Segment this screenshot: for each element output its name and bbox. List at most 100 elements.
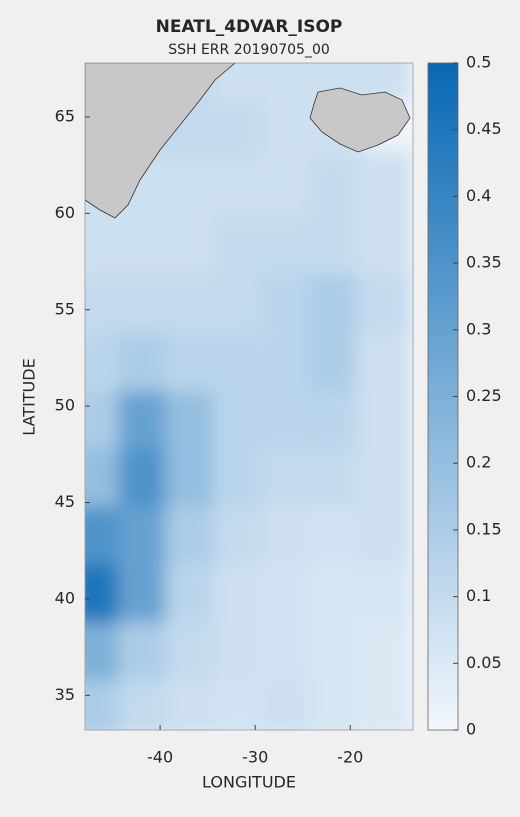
- y-tick-label: 40: [55, 588, 75, 607]
- colorbar-tick-label: 0.4: [466, 186, 491, 205]
- plot-frame: [84, 62, 414, 731]
- y-tick-label: 50: [55, 396, 75, 415]
- field-cell: [118, 267, 174, 334]
- land: [85, 63, 411, 219]
- iceland: [309, 87, 411, 153]
- colorbar-tick-label: 0.45: [466, 119, 502, 138]
- field-cell: [85, 614, 127, 681]
- field-cell: [308, 440, 364, 507]
- field-cell: [165, 614, 222, 681]
- field-cell: [260, 63, 317, 102]
- field-cell: [260, 440, 317, 507]
- chart-title: NEATL_4DVAR_ISOP: [156, 17, 343, 37]
- field-cell: [355, 614, 412, 681]
- field-cell: [308, 267, 364, 334]
- chart-subtitle: SSH ERR 20190705_00: [168, 42, 330, 58]
- field-cell: [118, 672, 174, 730]
- field-cell: [260, 93, 317, 160]
- field-cell: [308, 382, 364, 449]
- colorbar-tick-label: 0: [466, 720, 476, 739]
- x-tick-label: -40: [147, 748, 173, 767]
- field-cell: [165, 267, 222, 334]
- field-cell: [260, 614, 317, 681]
- field-cell: [85, 672, 127, 730]
- field-cell: [213, 498, 269, 565]
- field-cell: [118, 209, 174, 276]
- field-cell: [260, 556, 317, 623]
- field-cell: [355, 556, 412, 623]
- field-cell: [85, 209, 127, 276]
- field-cell: [85, 325, 127, 391]
- field-cell: [213, 672, 269, 730]
- field-cell: [260, 672, 317, 730]
- field-cell: [118, 614, 174, 681]
- field-cell: [308, 556, 364, 623]
- field-cell: [260, 325, 317, 391]
- field-cell: [355, 382, 412, 449]
- field-cell: [355, 267, 412, 334]
- field-cell: [355, 498, 412, 565]
- colorbar-tick-label: 0.1: [466, 586, 491, 605]
- y-tick-label: 35: [55, 685, 75, 704]
- field-cells: [85, 63, 412, 730]
- field-cell: [85, 440, 127, 507]
- field-cell: [355, 672, 412, 730]
- field-cell: [308, 151, 364, 218]
- y-tick-label: 55: [55, 299, 75, 318]
- field-cell: [260, 382, 317, 449]
- field-cell: [85, 382, 127, 449]
- field-cell: [165, 325, 222, 391]
- field-cell: [85, 498, 127, 565]
- field-cell: [308, 498, 364, 565]
- field-cell: [260, 267, 317, 334]
- field-cell: [118, 498, 174, 565]
- field-cell: [118, 325, 174, 391]
- field-cell: [308, 325, 364, 391]
- x-tick-label: -30: [242, 748, 268, 767]
- greenland: [85, 63, 236, 219]
- y-tick-label: 65: [55, 106, 75, 125]
- field-cell: [165, 498, 222, 565]
- colorbar-tick-label: 0.5: [466, 53, 491, 72]
- field-cell: [355, 440, 412, 507]
- field-cell: [213, 151, 269, 218]
- y-tick-label: 45: [55, 492, 75, 511]
- axes: -40 -30 -20 35 40 45 50 55 60 65 0 0.05 0.1 0.15 0.2 0.…: [55, 53, 502, 767]
- field-cell: [308, 614, 364, 681]
- field-cell: [355, 325, 412, 391]
- field-cell: [355, 151, 412, 218]
- field-cell: [260, 498, 317, 565]
- colorbar-tick-label: 0.05: [466, 653, 502, 672]
- field-cell: [213, 556, 269, 623]
- field-cell: [260, 151, 317, 218]
- field-cell: [118, 382, 174, 449]
- field-cell: [355, 209, 412, 276]
- field: [85, 63, 412, 730]
- field-cell: [165, 209, 222, 276]
- field-cell: [213, 614, 269, 681]
- colorbar-tick-label: 0.25: [466, 386, 502, 405]
- field-cell: [213, 93, 269, 160]
- field-cell: [213, 267, 269, 334]
- y-axis-label: LATITUDE: [20, 358, 39, 435]
- field-cell: [213, 209, 269, 276]
- field-cell: [118, 440, 174, 507]
- field-cell: [165, 151, 222, 218]
- field-cell: [165, 672, 222, 730]
- y-tick-label: 60: [55, 203, 75, 222]
- colorbar-tick-label: 0.3: [466, 319, 491, 338]
- x-tick-label: -20: [337, 748, 363, 767]
- field-cell: [165, 440, 222, 507]
- field-cell: [213, 382, 269, 449]
- field-cell: [118, 556, 174, 623]
- field-cell: [213, 325, 269, 391]
- colorbar-tick-label: 0.35: [466, 253, 502, 272]
- field-cell: [165, 382, 222, 449]
- colorbar-tick-label: 0.2: [466, 453, 491, 472]
- field-cell: [308, 209, 364, 276]
- colorbar-tick-label: 0.15: [466, 519, 502, 538]
- field-cell: [85, 556, 127, 623]
- field-cell: [308, 672, 364, 730]
- field-cell: [85, 267, 127, 334]
